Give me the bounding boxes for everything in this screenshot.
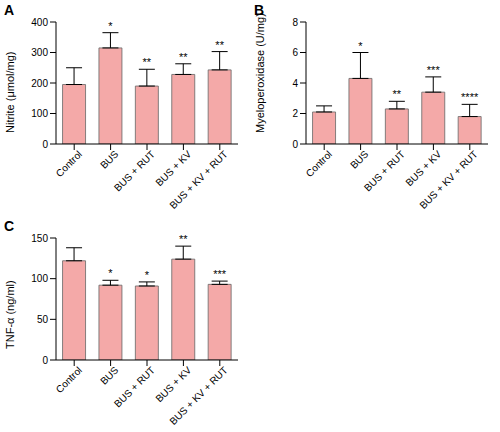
- svg-text:BUS + RUT: BUS + RUT: [112, 364, 157, 409]
- svg-text:BUS + KV + RUT: BUS + KV + RUT: [167, 148, 229, 210]
- svg-text:**: **: [179, 233, 188, 245]
- svg-text:****: ****: [461, 91, 479, 103]
- svg-text:Nitrite (μmol/mg): Nitrite (μmol/mg): [8, 51, 16, 133]
- svg-text:BUS: BUS: [348, 148, 371, 171]
- svg-text:TNF-α (ng/ml): TNF-α (ng/ml): [8, 280, 16, 349]
- svg-text:BUS + RUT: BUS + RUT: [362, 148, 407, 193]
- svg-text:BUS + KV + RUT: BUS + KV + RUT: [417, 148, 479, 210]
- svg-text:Control: Control: [304, 148, 335, 179]
- svg-text:***: ***: [427, 64, 441, 76]
- svg-text:BUS: BUS: [98, 364, 121, 387]
- svg-text:**: **: [215, 39, 224, 51]
- svg-text:**: **: [393, 88, 402, 100]
- svg-text:100: 100: [31, 108, 48, 119]
- svg-text:Myeloperoxidase (U/mg): Myeloperoxidase (U/mg): [254, 13, 266, 133]
- svg-text:150: 150: [31, 233, 48, 244]
- svg-text:**: **: [143, 56, 152, 68]
- svg-text:50: 50: [37, 314, 49, 325]
- svg-text:2: 2: [292, 108, 298, 119]
- svg-text:4: 4: [292, 78, 298, 89]
- svg-text:Control: Control: [54, 364, 85, 395]
- svg-text:BUS + RUT: BUS + RUT: [112, 148, 157, 193]
- svg-text:400: 400: [31, 17, 48, 28]
- svg-text:*: *: [108, 267, 113, 279]
- svg-text:Control: Control: [54, 148, 85, 179]
- svg-text:BUS: BUS: [98, 148, 121, 171]
- svg-text:0: 0: [42, 355, 48, 366]
- svg-text:300: 300: [31, 47, 48, 58]
- svg-text:*: *: [108, 20, 113, 32]
- svg-text:0: 0: [292, 139, 298, 150]
- svg-text:***: ***: [213, 268, 227, 280]
- svg-text:100: 100: [31, 273, 48, 284]
- svg-text:BUS + KV + RUT: BUS + KV + RUT: [167, 364, 229, 426]
- svg-text:*: *: [145, 269, 150, 281]
- svg-text:6: 6: [292, 47, 298, 58]
- svg-text:200: 200: [31, 78, 48, 89]
- svg-text:0: 0: [42, 139, 48, 150]
- svg-text:*: *: [358, 40, 363, 52]
- svg-text:8: 8: [292, 17, 298, 28]
- svg-text:**: **: [179, 51, 188, 63]
